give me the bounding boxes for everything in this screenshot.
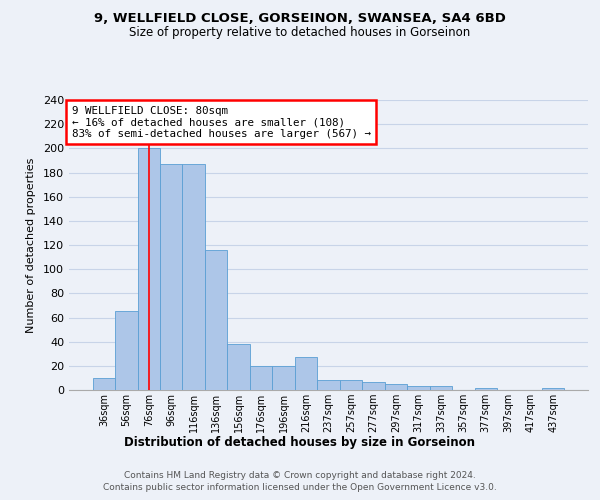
Bar xyxy=(362,382,385,390)
Text: Contains public sector information licensed under the Open Government Licence v3: Contains public sector information licen… xyxy=(103,482,497,492)
Bar xyxy=(250,366,272,390)
Bar xyxy=(385,384,407,390)
Bar xyxy=(160,164,182,390)
Bar xyxy=(182,164,205,390)
Text: 9 WELLFIELD CLOSE: 80sqm
← 16% of detached houses are smaller (108)
83% of semi-: 9 WELLFIELD CLOSE: 80sqm ← 16% of detach… xyxy=(71,106,371,139)
Text: Size of property relative to detached houses in Gorseinon: Size of property relative to detached ho… xyxy=(130,26,470,39)
Bar xyxy=(227,344,250,390)
Bar xyxy=(407,386,430,390)
Bar xyxy=(137,148,160,390)
Bar xyxy=(272,366,295,390)
Bar xyxy=(317,380,340,390)
Bar xyxy=(475,388,497,390)
Bar xyxy=(92,378,115,390)
Text: Contains HM Land Registry data © Crown copyright and database right 2024.: Contains HM Land Registry data © Crown c… xyxy=(124,472,476,480)
Bar xyxy=(542,388,565,390)
Bar xyxy=(295,358,317,390)
Bar xyxy=(205,250,227,390)
Y-axis label: Number of detached properties: Number of detached properties xyxy=(26,158,36,332)
Bar xyxy=(340,380,362,390)
Text: 9, WELLFIELD CLOSE, GORSEINON, SWANSEA, SA4 6BD: 9, WELLFIELD CLOSE, GORSEINON, SWANSEA, … xyxy=(94,12,506,26)
Bar xyxy=(115,312,137,390)
Bar xyxy=(430,386,452,390)
Text: Distribution of detached houses by size in Gorseinon: Distribution of detached houses by size … xyxy=(125,436,476,449)
